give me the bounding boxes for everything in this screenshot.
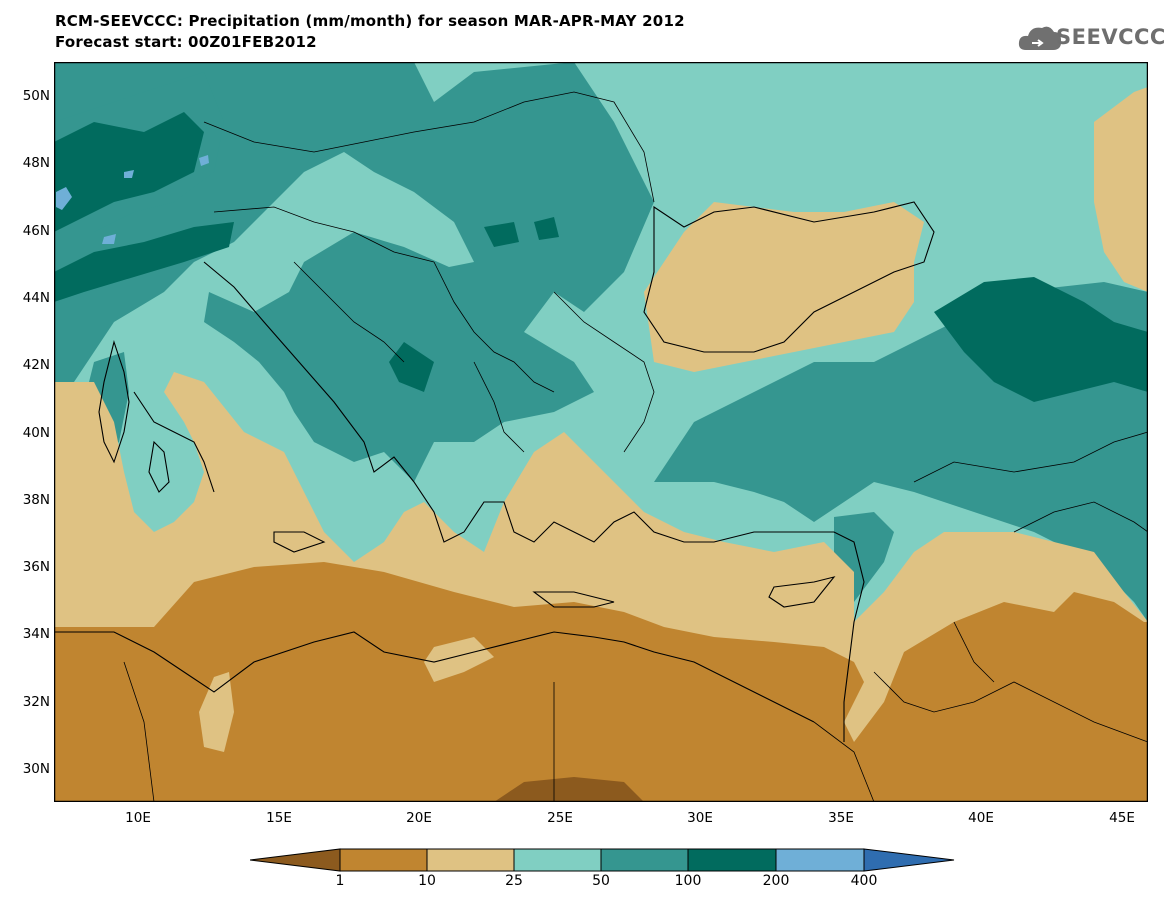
lat-label: 34N — [22, 626, 50, 642]
colorbar — [250, 848, 955, 872]
colorbar-segment — [863, 848, 955, 872]
colorbar-segment — [513, 848, 602, 872]
coastlines — [54, 201, 935, 742]
lon-label: 15E — [266, 810, 292, 826]
colorbar-label: 25 — [505, 873, 523, 889]
lat-label: 32N — [22, 694, 50, 710]
colorbar-label: 1 — [335, 873, 345, 889]
colorbar-label: 200 — [762, 873, 790, 889]
country-borders — [123, 91, 1148, 802]
colorbar-segment — [250, 848, 341, 872]
logo-text: SEEVCCC — [1056, 25, 1165, 49]
lon-label: 40E — [968, 810, 994, 826]
colorbar-segment — [775, 848, 865, 872]
chart-title: RCM-SEEVCCC: Precipitation (mm/month) fo… — [55, 12, 685, 30]
lon-label: 35E — [828, 810, 854, 826]
lat-label: 50N — [22, 88, 50, 104]
precip-below-1-region — [494, 777, 644, 802]
lat-label: 38N — [22, 492, 50, 508]
lon-label: 45E — [1109, 810, 1135, 826]
colorbar-label: 100 — [674, 873, 702, 889]
colorbar-label: 10 — [418, 873, 436, 889]
precip-10-25-inland — [199, 637, 494, 752]
lat-label: 30N — [22, 761, 50, 777]
precip-1-10-region — [54, 562, 1148, 802]
colorbar-label: 50 — [592, 873, 610, 889]
lat-label: 36N — [22, 559, 50, 575]
colorbar-segment — [687, 848, 777, 872]
lon-label: 20E — [406, 810, 432, 826]
colorbar-segment — [600, 848, 689, 872]
lon-label: 25E — [547, 810, 573, 826]
colorbar-segment — [339, 848, 428, 872]
cloud-logo-icon — [1018, 26, 1062, 50]
precipitation-map — [54, 62, 1148, 802]
lon-label: 10E — [125, 810, 151, 826]
precip-200-400-region — [56, 155, 209, 244]
lat-label: 44N — [22, 290, 50, 306]
lat-label: 42N — [22, 357, 50, 373]
lat-label: 48N — [22, 155, 50, 171]
forecast-start-label: Forecast start: 00Z01FEB2012 — [55, 33, 317, 51]
colorbar-segment — [426, 848, 515, 872]
colorbar-label: 400 — [850, 873, 878, 889]
lon-label: 30E — [687, 810, 713, 826]
lat-label: 40N — [22, 425, 50, 441]
lat-label: 46N — [22, 223, 50, 239]
